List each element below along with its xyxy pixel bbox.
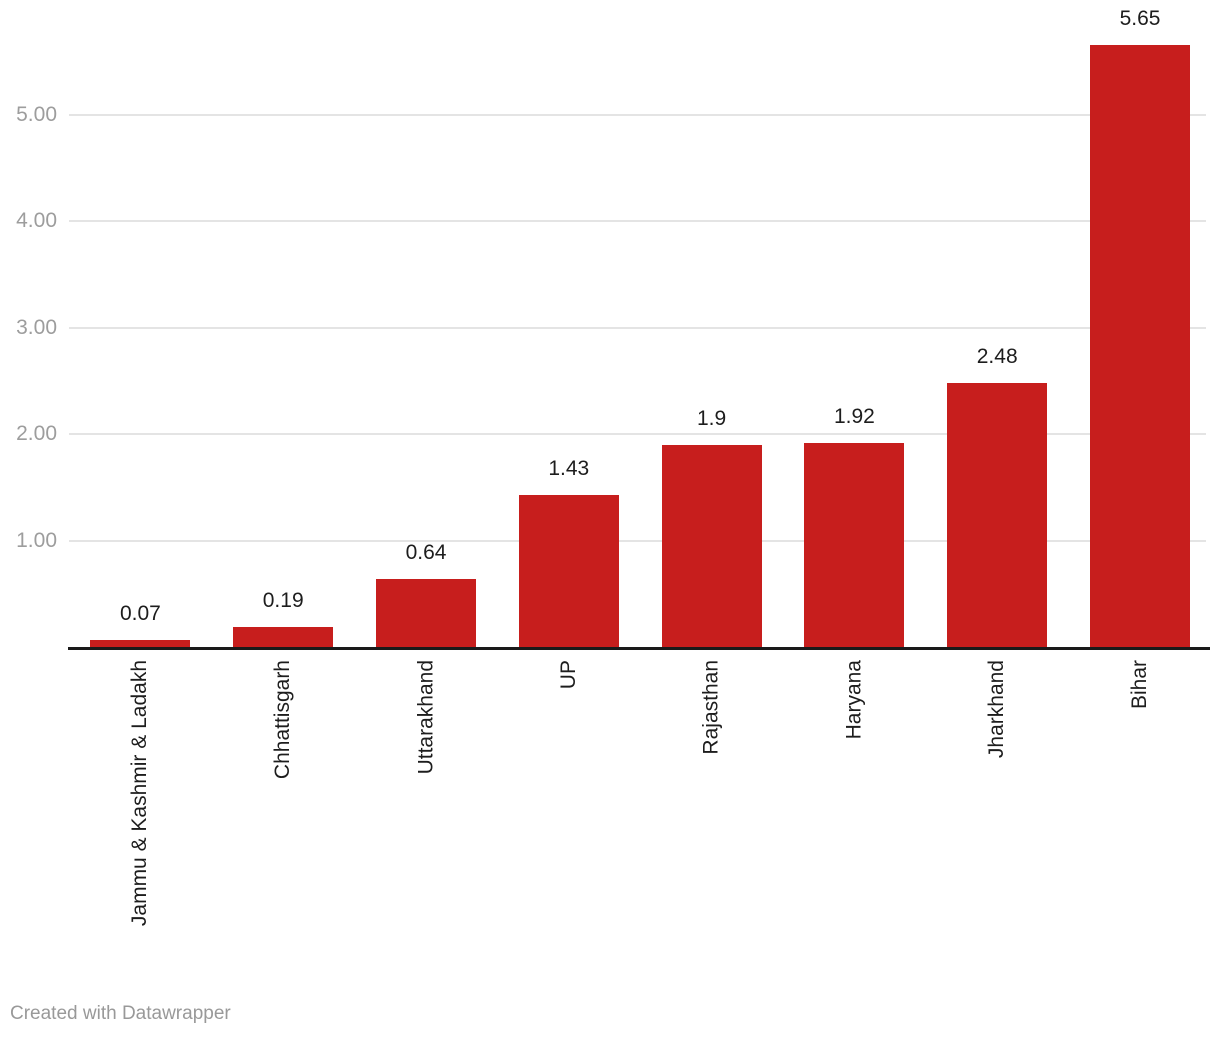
bar-value-label: 2.48 (976, 344, 1018, 368)
bar-value-label: 0.19 (262, 588, 304, 612)
bar (804, 442, 905, 647)
y-axis-tick-label: 5.00 (16, 102, 57, 126)
gridline (69, 433, 1206, 435)
attribution-text: Created with Datawrapper (10, 1003, 231, 1024)
bar-value-label: 1.9 (696, 406, 727, 430)
bar (90, 639, 191, 647)
gridline (69, 220, 1206, 222)
y-axis-tick-label: 4.00 (16, 209, 57, 232)
bar (518, 494, 619, 647)
bar (661, 444, 762, 647)
gridline (69, 539, 1206, 542)
bar-value-label: 0.07 (119, 601, 161, 625)
bar (233, 626, 334, 647)
bar-value-label: 1.43 (548, 456, 590, 480)
x-axis-line (68, 647, 1210, 650)
bar-value-label: 1.92 (833, 404, 875, 428)
y-axis-tick-label: 3.00 (16, 315, 57, 339)
gridline (69, 113, 1206, 116)
bar-value-label: 0.64 (405, 540, 447, 564)
y-axis-tick-label: 1.00 (16, 528, 57, 552)
bar (376, 578, 476, 647)
bar (947, 382, 1048, 647)
bar (1090, 45, 1190, 647)
y-axis-tick-label: 2.00 (16, 422, 57, 445)
gridline (69, 326, 1206, 329)
bar-value-label: 5.65 (1119, 7, 1161, 31)
